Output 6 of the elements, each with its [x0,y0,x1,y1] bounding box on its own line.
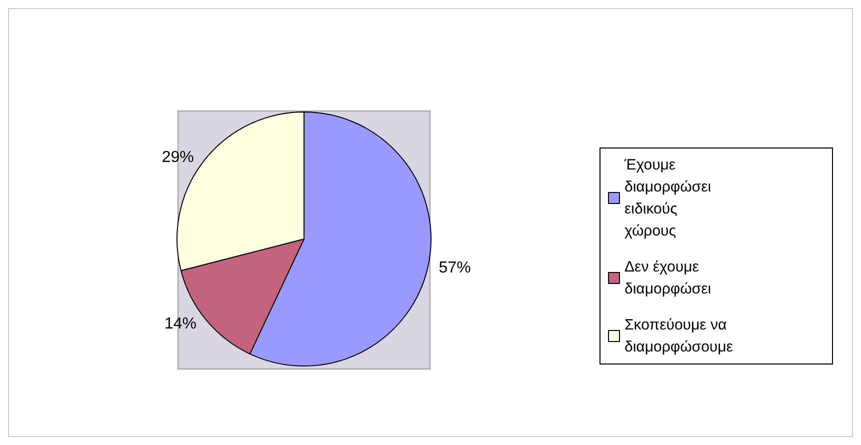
legend-label: Σκοπεύουμε να διαμορφώσουμε [624,316,734,356]
data-label: 57% [438,260,471,277]
data-label: 29% [162,148,194,166]
legend-label: Δεν έχουμε διαμορφώσει [624,258,712,298]
legend-label: Έχουμε διαμορφώσει ειδικούς χώρους [624,156,716,240]
data-label: 14% [164,315,197,332]
